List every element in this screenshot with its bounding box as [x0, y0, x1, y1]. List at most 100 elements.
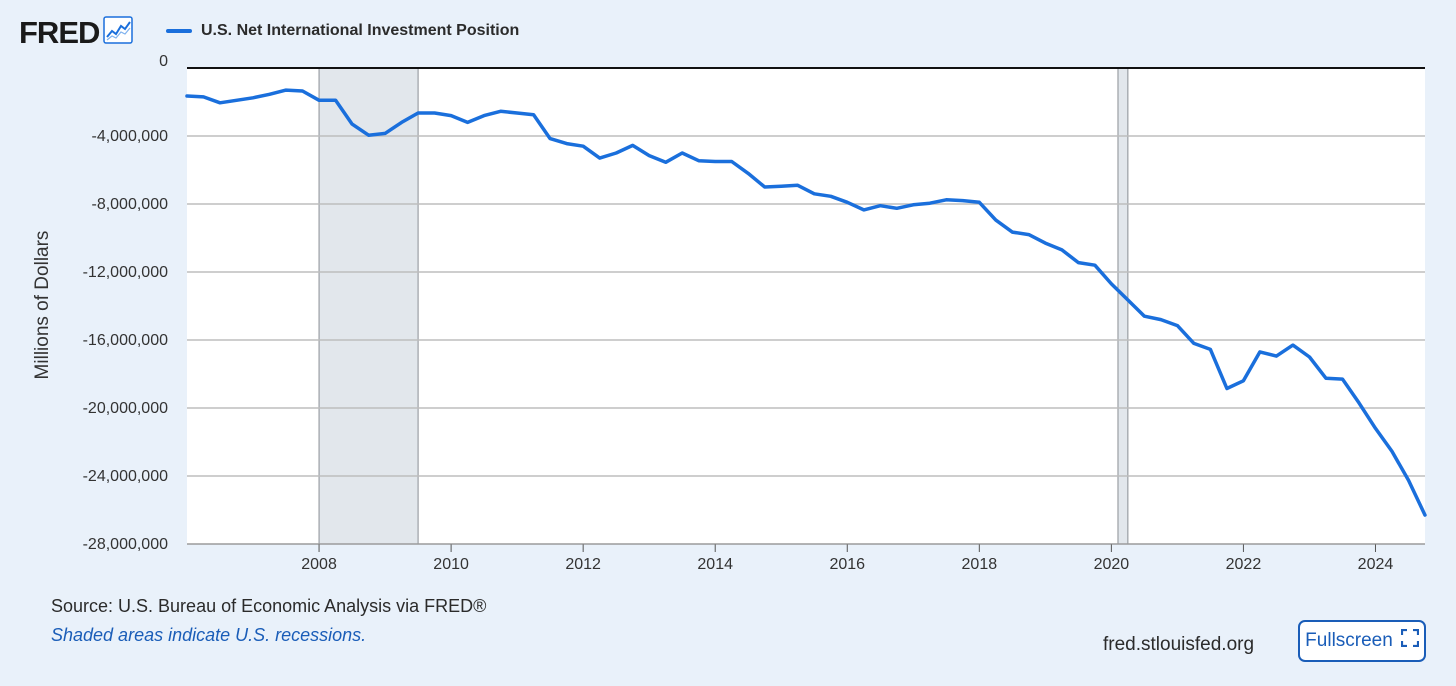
x-tick-label: 2016 — [829, 556, 865, 573]
data-point — [1407, 479, 1410, 482]
data-point — [1077, 261, 1080, 264]
series-line — [185, 88, 1427, 517]
data-point — [615, 151, 618, 155]
data-point — [681, 151, 684, 155]
y-tick-label: -4,000,000 — [91, 128, 168, 145]
data-point — [301, 89, 304, 93]
data-point — [714, 160, 717, 163]
legend-label: U.S. Net International Investment Positi… — [201, 22, 520, 39]
data-point — [1093, 264, 1097, 267]
expand-icon — [1400, 628, 1419, 653]
x-tick-label: 2022 — [1226, 556, 1262, 573]
y-tick-labels: 0 -4,000,000 -8,000,000 -12,000,000 -16,000,… — [83, 53, 169, 553]
data-point — [1275, 354, 1278, 358]
data-point — [912, 203, 915, 206]
data-point — [631, 144, 634, 147]
data-point — [466, 121, 469, 124]
data-point — [1209, 348, 1212, 351]
x-tick-label: 2020 — [1094, 556, 1130, 573]
fred-logo-group[interactable]: FRED — [19, 14, 134, 50]
data-point — [532, 113, 535, 117]
recession-note: Shaded areas indicate U.S. recessions. — [51, 625, 367, 645]
data-point — [813, 192, 816, 195]
data-point — [1324, 377, 1328, 380]
data-point — [978, 201, 981, 204]
data-point — [648, 154, 651, 157]
data-point — [598, 156, 601, 160]
data-point — [499, 110, 502, 113]
grid-layer — [187, 67, 1425, 545]
data-point — [449, 114, 453, 117]
legend-swatch — [166, 29, 192, 33]
data-point — [763, 185, 766, 189]
data-point — [1060, 248, 1064, 252]
data-point — [1423, 513, 1427, 517]
y-tick-label: -8,000,000 — [91, 196, 168, 213]
data-point — [1192, 342, 1196, 345]
x-tick-label: 2008 — [301, 556, 337, 573]
recession-band — [1117, 68, 1128, 544]
data-point — [1159, 318, 1163, 321]
y-tick-label: -28,000,000 — [83, 536, 169, 553]
data-point — [383, 132, 387, 135]
data-point — [1308, 355, 1311, 359]
data-point — [218, 101, 222, 105]
data-point — [433, 111, 436, 115]
data-point — [185, 94, 189, 98]
fullscreen-button[interactable]: Fullscreen — [1298, 620, 1426, 662]
data-point — [664, 161, 667, 164]
data-point — [994, 218, 997, 222]
source-note: Source: U.S. Bureau of Economic Analysis… — [51, 596, 487, 616]
data-point — [862, 208, 865, 212]
data-point — [846, 201, 849, 204]
data-point — [1374, 427, 1377, 430]
x-tick-label: 2014 — [697, 556, 733, 573]
x-tick-label: 2010 — [433, 556, 469, 573]
y-tick-label: -12,000,000 — [83, 264, 169, 281]
data-point — [400, 121, 403, 124]
data-point — [945, 198, 948, 201]
data-point — [928, 202, 931, 205]
data-point — [1242, 379, 1245, 382]
data-point — [334, 99, 337, 102]
data-point — [961, 199, 964, 202]
data-point — [416, 111, 420, 115]
y-tick-label: -20,000,000 — [83, 400, 169, 417]
x-tick-labels: 2008 2010 2012 2014 2016 2018 2020 2022 2024 — [187, 543, 1425, 573]
site-link[interactable]: fred.stlouisfed.org — [1103, 634, 1255, 655]
data-point — [582, 145, 585, 148]
x-tick-label: 2018 — [962, 556, 998, 573]
data-point — [1110, 282, 1113, 286]
data-point — [1258, 350, 1262, 354]
data-point — [829, 195, 832, 198]
x-tick-label: 2012 — [565, 556, 601, 573]
data-point — [350, 122, 354, 126]
data-point — [697, 159, 700, 162]
data-point — [268, 93, 271, 96]
data-point — [367, 134, 370, 137]
data-point — [796, 184, 799, 187]
data-point — [515, 111, 519, 115]
data-point — [251, 96, 255, 100]
data-point — [565, 142, 568, 145]
data-point — [482, 114, 486, 117]
recession-band — [319, 68, 419, 544]
data-point — [317, 99, 321, 102]
chart-legend: U.S. Net International Investment Positi… — [166, 18, 519, 44]
data-point — [1126, 298, 1130, 302]
data-point — [879, 204, 882, 207]
fullscreen-label: Fullscreen — [1305, 630, 1393, 651]
data-point — [202, 95, 205, 99]
data-point — [730, 160, 733, 163]
fred-logo[interactable]: FRED — [19, 14, 100, 50]
data-point — [284, 88, 288, 92]
data-point — [1027, 233, 1031, 236]
data-point — [548, 137, 552, 140]
x-tick-label: 2024 — [1358, 556, 1394, 573]
data-point — [1044, 241, 1047, 245]
data-point — [1176, 324, 1179, 327]
y-axis-title: Millions of Dollars — [32, 231, 53, 380]
data-point — [1390, 450, 1394, 453]
